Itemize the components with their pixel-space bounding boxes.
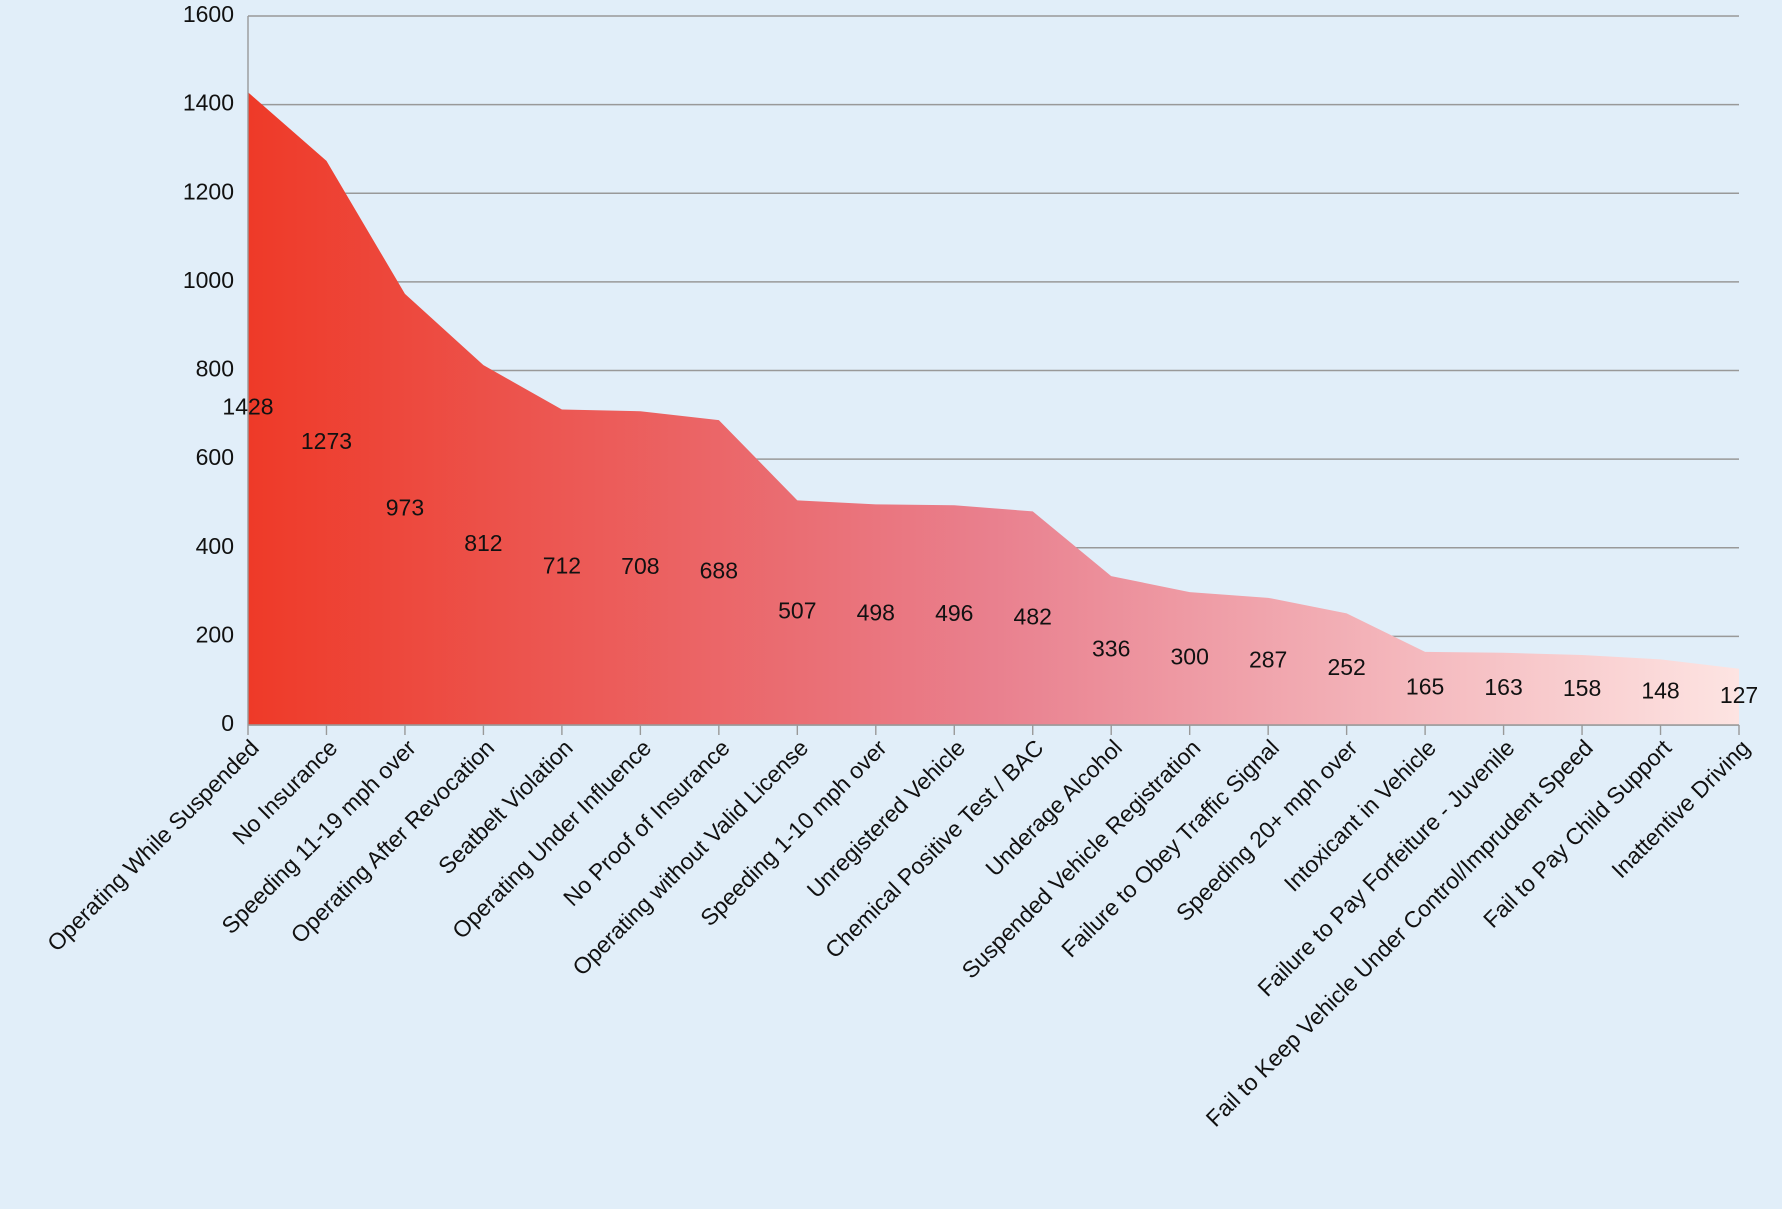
y-tick-label: 1200 [183, 178, 234, 204]
data-label: 336 [1092, 636, 1130, 662]
y-tick-label: 0 [221, 710, 234, 736]
data-label: 973 [386, 494, 424, 520]
data-label: 163 [1484, 674, 1522, 700]
data-label: 165 [1406, 674, 1444, 700]
y-tick-label: 600 [196, 444, 234, 470]
data-label: 1273 [301, 428, 352, 454]
data-label: 287 [1249, 646, 1287, 672]
data-label: 482 [1014, 603, 1052, 629]
x-tick-label: Inattentive Driving [1606, 734, 1755, 883]
y-tick-label: 200 [196, 621, 234, 647]
y-tick-label: 1000 [183, 267, 234, 293]
area [248, 92, 1739, 725]
y-tick-label: 1400 [183, 90, 234, 116]
y-tick-label: 400 [196, 533, 234, 559]
data-label: 496 [935, 600, 973, 626]
data-label: 507 [778, 598, 816, 624]
x-tick-label: Seatbelt Violation [433, 734, 578, 879]
x-tick-label: Intoxicant in Vehicle [1279, 734, 1441, 896]
data-label: 712 [543, 552, 581, 578]
data-label: 252 [1327, 654, 1365, 680]
data-label: 300 [1170, 644, 1208, 670]
y-tick-label: 800 [196, 356, 234, 382]
y-tick-label: 1600 [183, 1, 234, 27]
data-label: 688 [700, 558, 738, 584]
data-label: 708 [621, 553, 659, 579]
data-label: 148 [1641, 677, 1679, 703]
x-tick-label: Underage Alcohol [980, 734, 1127, 881]
data-label: 127 [1720, 682, 1758, 708]
data-label: 812 [464, 530, 502, 556]
data-label: 158 [1563, 675, 1601, 701]
data-label: 498 [857, 600, 895, 626]
data-label: 1428 [222, 394, 273, 420]
